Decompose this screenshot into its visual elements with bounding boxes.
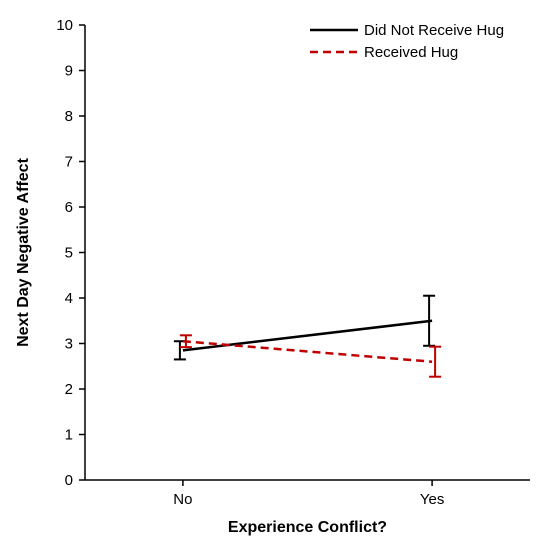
legend-label-0: Did Not Receive Hug — [364, 22, 504, 39]
y-tick-label: 4 — [65, 290, 73, 307]
y-axis-title: Next Day Negative Affect — [15, 157, 32, 346]
y-tick-label: 6 — [65, 199, 73, 216]
x-tick-label: Yes — [420, 491, 444, 508]
y-tick-label: 0 — [65, 472, 73, 489]
x-tick-label: No — [173, 491, 192, 508]
series-line-0 — [183, 321, 432, 351]
y-tick-label: 8 — [65, 108, 73, 125]
y-tick-label: 3 — [65, 336, 73, 353]
y-tick-label: 2 — [65, 381, 73, 398]
chart-container: 0 1 2 3 4 5 6 7 8 9 10 No Yes Next Day Negative Affec… — [0, 0, 558, 551]
y-tick-label: 10 — [56, 17, 73, 34]
series-line-1 — [183, 341, 432, 361]
y-tick-label: 5 — [65, 245, 73, 262]
y-tick-label: 9 — [65, 63, 73, 80]
y-tick-label: 7 — [65, 154, 73, 171]
legend-label-1: Received Hug — [364, 44, 458, 61]
line-chart: 0 1 2 3 4 5 6 7 8 9 10 No Yes Next Day Negative Affec… — [0, 0, 558, 551]
x-axis-title: Experience Conflict? — [228, 519, 387, 536]
y-tick-label: 1 — [65, 427, 73, 444]
